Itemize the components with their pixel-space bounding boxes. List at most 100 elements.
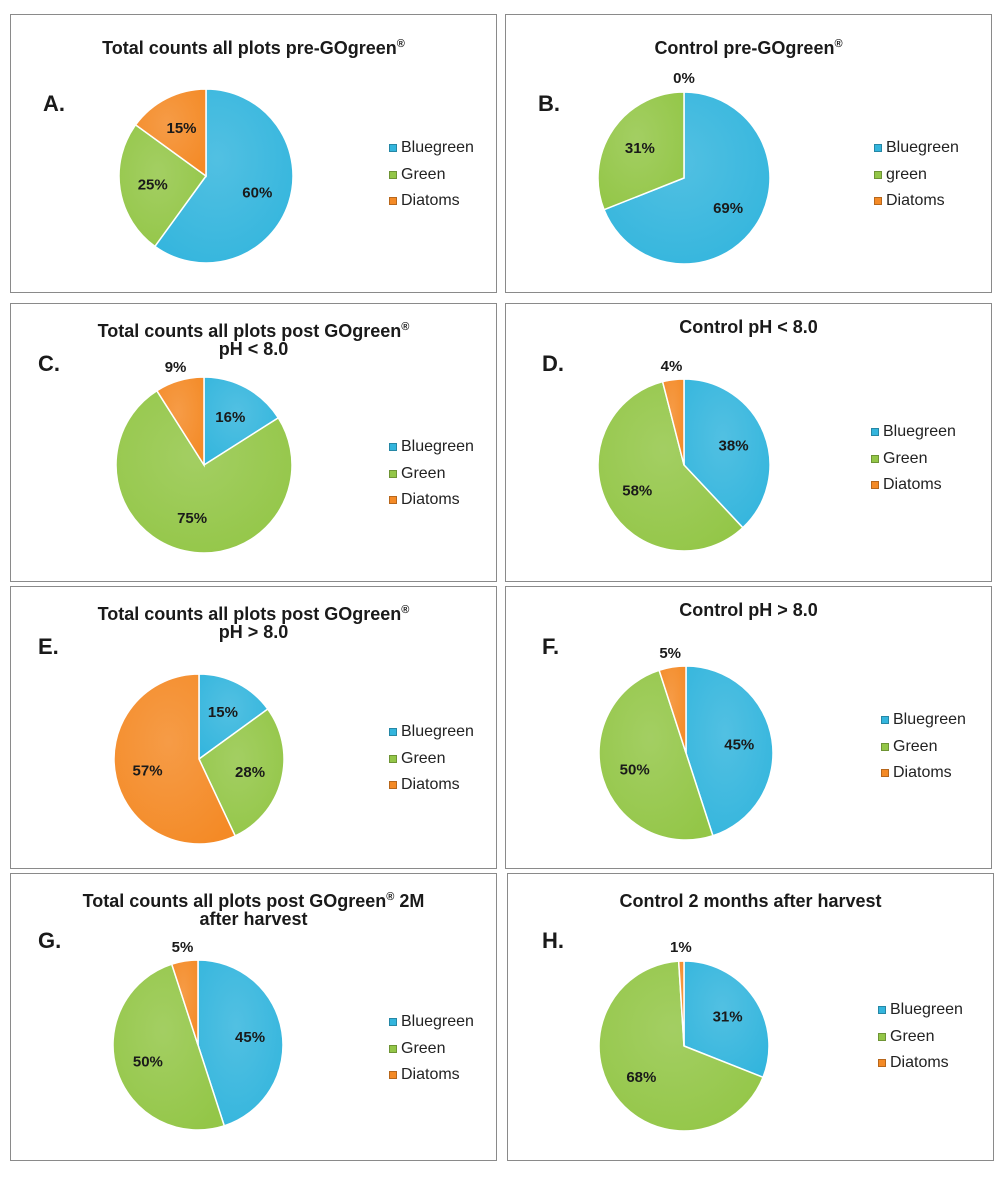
legend-item-green: Green [871, 446, 956, 473]
legend-item-diatoms: Diatoms [881, 760, 966, 787]
legend-label: Green [883, 449, 928, 467]
pie-chart: 38% 58% 4% [597, 358, 771, 552]
pie-chart: 69% 31% 0% [597, 70, 771, 265]
chart-panel-c: Total counts all plots post GOgreen® pH <… [10, 303, 497, 582]
data-label-diatoms: 15% [166, 120, 196, 137]
panel-letter: B. [538, 91, 560, 116]
legend-swatch-green [871, 454, 879, 463]
chart-title-line: Total counts all plots pre-GOgreen® [11, 33, 496, 59]
chart-title-text: after harvest [199, 909, 308, 929]
pie-slice-green [112, 963, 226, 1131]
data-label-bluegreen: 15% [208, 704, 238, 721]
legend-item-diatoms: Diatoms [389, 188, 474, 215]
legend-label: Diatoms [890, 1054, 949, 1072]
pie-slice-bluegreen [197, 959, 284, 1127]
pie-slice-bluegreen [198, 673, 269, 761]
legend-swatch-diatoms [389, 197, 397, 206]
chart-title-line: Control pH > 8.0 [506, 599, 991, 621]
panel-letter: G. [38, 928, 62, 953]
data-label-green: 50% [133, 1053, 163, 1070]
chart-legend: Bluegreen Green Diatoms [881, 707, 966, 787]
pie-slice-diatoms [134, 88, 207, 178]
legend-item-green: Green [389, 1036, 474, 1063]
legend-label: Green [401, 165, 446, 183]
legend-label: Bluegreen [890, 1001, 963, 1019]
panel-letter: C. [38, 351, 60, 376]
panel-letter: E. [38, 634, 59, 659]
legend-swatch-diatoms [871, 481, 879, 490]
legend-item-green: Green [389, 746, 474, 773]
pie-chart: 60% 25% 15% [118, 88, 294, 264]
chart-title-text: pH < 8.0 [218, 339, 289, 359]
chart-title-text: Total counts all plots post GOgreen [97, 321, 402, 341]
data-label-diatoms: 0% [673, 70, 695, 87]
pie-chart: 15% 28% 57% [113, 673, 285, 845]
chart-title-suffix: 2M [394, 891, 425, 911]
chart-legend: Bluegreen Green Diatoms [871, 419, 956, 499]
pie-chart: 45% 50% 5% [598, 645, 774, 841]
legend-label: Diatoms [401, 1066, 460, 1084]
chart-title-line: Control pH < 8.0 [506, 316, 991, 338]
pie-slice-green [597, 91, 685, 211]
data-label-diatoms: 1% [670, 939, 692, 956]
data-label-diatoms: 5% [172, 939, 194, 956]
chart-title-line: Total counts all plots post GOgreen® 2M [11, 886, 496, 912]
legend-swatch-bluegreen [389, 728, 397, 737]
legend-swatch-diatoms [389, 781, 397, 790]
chart-panel-f: Control pH > 8.0 F. 45% 50% 5% Bluegreen Green… [505, 586, 992, 869]
pie-slice-bluegreen [153, 88, 294, 264]
legend-item-bluegreen: Bluegreen [881, 707, 966, 734]
legend-label: Bluegreen [401, 723, 474, 741]
legend-swatch-green [389, 754, 397, 763]
legend-swatch-green [389, 469, 397, 478]
chart-panel-b: Control pre-GOgreen® B. 69% 31% 0% Bluegreen g… [505, 14, 992, 293]
data-label-diatoms: 4% [661, 358, 683, 375]
legend-swatch-diatoms [389, 496, 397, 505]
pie-slice-diatoms [155, 376, 205, 468]
legend-swatch-diatoms [874, 197, 882, 206]
legend-swatch-bluegreen [389, 1018, 397, 1027]
legend-label: Bluegreen [883, 423, 956, 441]
data-label-bluegreen: 60% [242, 185, 272, 202]
pie-slice-bluegreen [603, 91, 771, 265]
data-label-green: 75% [177, 510, 207, 527]
data-label-green: 25% [138, 176, 168, 193]
pie-chart: 45% 50% 5% [112, 939, 284, 1131]
legend-item-diatoms: Diatoms [389, 772, 474, 799]
legend-label: Green [893, 737, 938, 755]
legend-label: Bluegreen [401, 139, 474, 157]
legend-item-bluegreen: Bluegreen [871, 419, 956, 446]
data-label-green: 68% [626, 1069, 656, 1086]
data-label-diatoms: 9% [165, 359, 187, 376]
data-label-bluegreen: 69% [713, 200, 743, 217]
pie-slice-green [198, 707, 285, 837]
pie-slice-diatoms [170, 959, 199, 1046]
pie-slice-diatoms [113, 673, 237, 845]
legend-swatch-bluegreen [389, 144, 397, 153]
chart-title-text: Total counts all plots post GOgreen [97, 604, 402, 624]
legend-swatch-green [878, 1032, 886, 1041]
chart-title-line: pH < 8.0 [11, 338, 496, 360]
pie-slice-green [118, 123, 208, 248]
registered-mark: ® [396, 38, 405, 50]
legend-swatch-bluegreen [874, 144, 882, 153]
legend-item-green: Green [389, 461, 474, 488]
data-label-green: 28% [235, 764, 265, 781]
legend-item-bluegreen: Bluegreen [389, 1009, 474, 1036]
legend-label: Green [401, 1039, 446, 1057]
chart-title-text: Control pH > 8.0 [679, 600, 818, 620]
legend-label: green [886, 165, 927, 183]
legend-swatch-green [389, 170, 397, 179]
legend-item-diatoms: Diatoms [389, 1062, 474, 1089]
legend-label: Diatoms [401, 192, 460, 210]
pie-slice-diatoms [658, 665, 687, 754]
chart-title-line: Control 2 months after harvest [508, 890, 993, 912]
legend-label: Green [890, 1027, 935, 1045]
legend-label: Bluegreen [401, 1013, 474, 1031]
pie-chart: 31% 68% 1% [598, 939, 770, 1132]
registered-mark: ® [401, 604, 410, 616]
legend-label: Bluegreen [401, 438, 474, 456]
legend-swatch-green [881, 742, 889, 751]
chart-title-text: Control pH < 8.0 [679, 317, 818, 337]
legend-swatch-diatoms [389, 1071, 397, 1080]
